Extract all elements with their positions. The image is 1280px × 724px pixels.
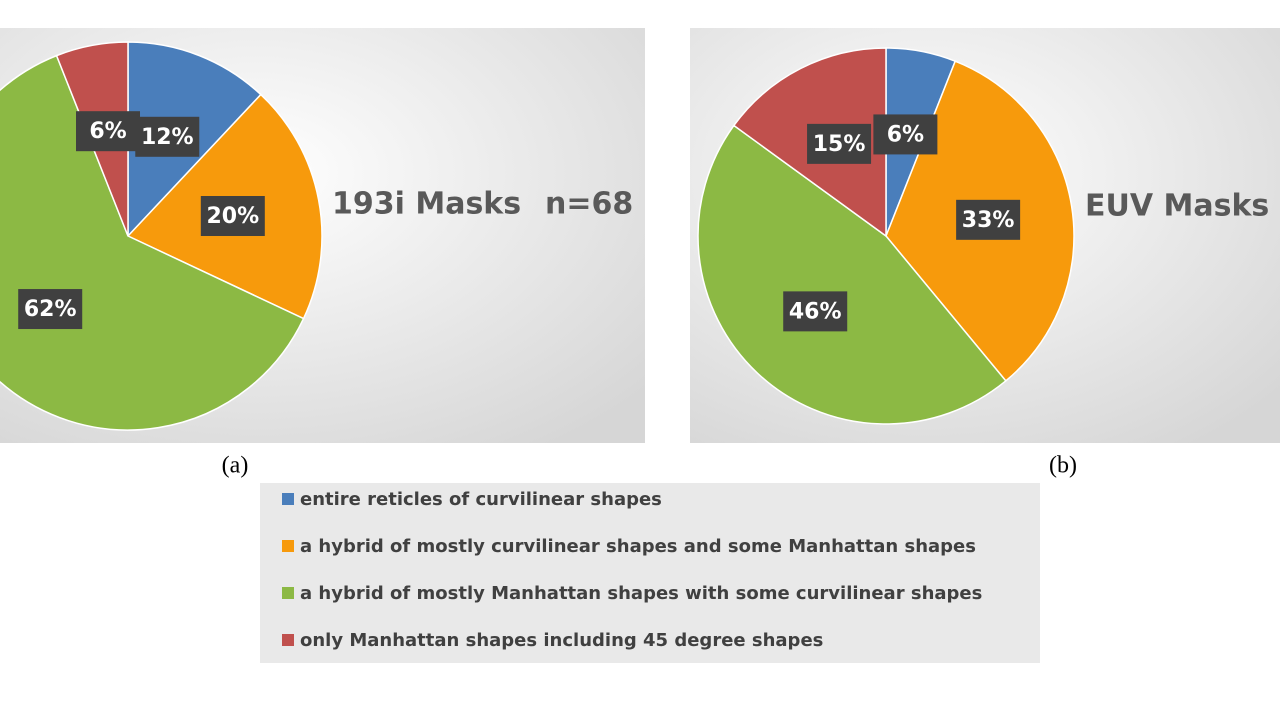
data-label-box (783, 291, 848, 332)
pie-slice (697, 124, 1007, 425)
legend-swatch (282, 587, 294, 599)
data-label: 12% (141, 125, 194, 150)
data-label-box (873, 114, 938, 155)
caption: (b) (1049, 453, 1077, 479)
data-label-box (956, 199, 1021, 240)
pie-slice (0, 54, 305, 431)
data-label: 62% (24, 297, 77, 322)
chart-title: EUV Masks (1085, 189, 1269, 224)
legend-swatch (282, 634, 294, 646)
caption: (a) (222, 453, 249, 479)
legend-background (260, 483, 1040, 663)
legend-label: entire reticles of curvilinear shapes (300, 489, 662, 510)
annotation: n=68 (545, 187, 633, 222)
legend-label: a hybrid of mostly Manhattan shapes with… (300, 583, 982, 604)
data-label: 20% (206, 204, 259, 229)
data-label-box (76, 111, 141, 152)
data-label: 15% (813, 132, 866, 157)
legend-label: a hybrid of mostly curvilinear shapes an… (300, 536, 976, 557)
data-label-box (200, 196, 265, 237)
data-label-box (807, 123, 872, 164)
data-label: 46% (789, 299, 842, 324)
chart-title: 193i Masks (332, 187, 521, 222)
data-label: 6% (887, 122, 924, 147)
legend-swatch (282, 540, 294, 552)
legend-swatch (282, 493, 294, 505)
data-label: 33% (962, 208, 1015, 233)
legend-label: only Manhattan shapes including 45 degre… (300, 630, 823, 651)
data-label-box (135, 116, 200, 157)
data-label: 6% (89, 119, 126, 144)
data-label-box (18, 289, 83, 330)
